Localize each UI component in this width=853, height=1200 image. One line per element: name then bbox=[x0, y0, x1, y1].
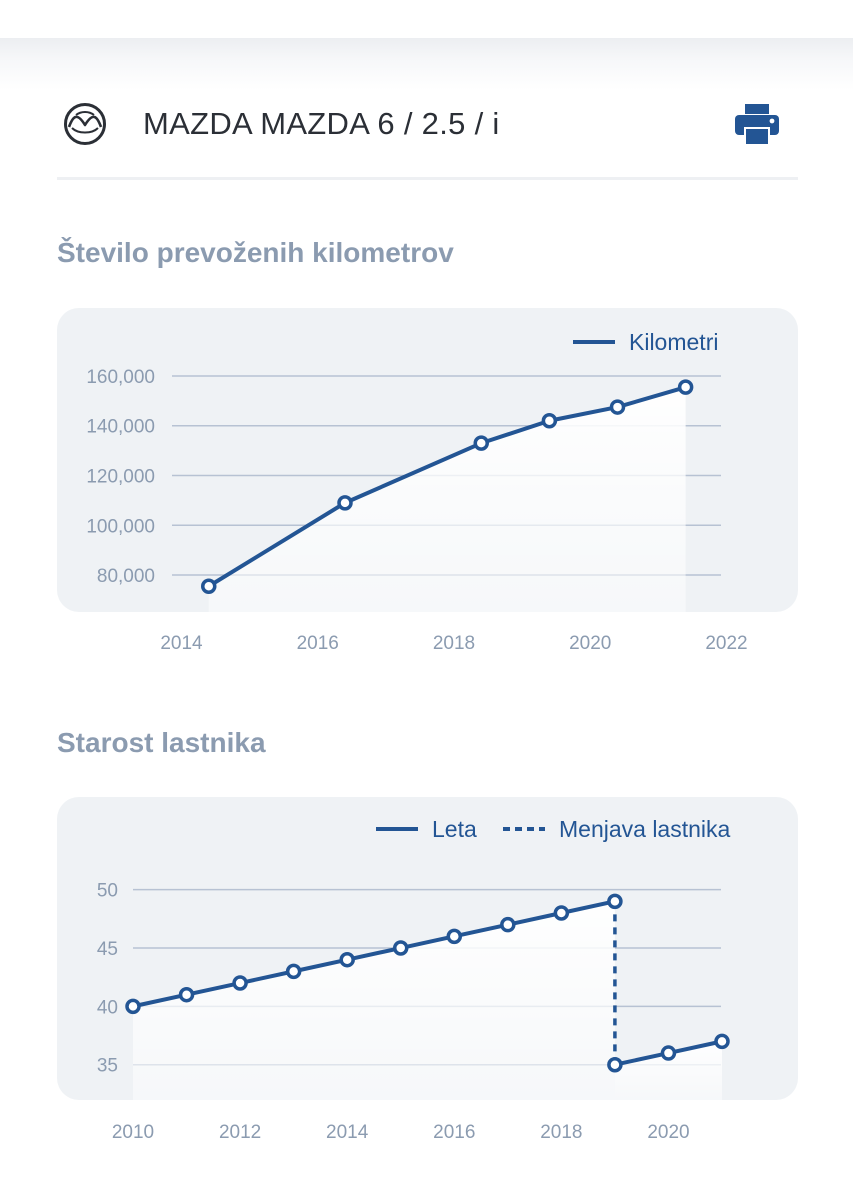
y-tick-label: 120,000 bbox=[86, 467, 155, 488]
data-point bbox=[125, 998, 141, 1015]
data-point bbox=[392, 940, 409, 956]
data-point bbox=[660, 1045, 677, 1061]
x-tick-label: 2018 bbox=[433, 633, 475, 654]
data-point bbox=[232, 975, 248, 991]
legend-label: Kilometri bbox=[629, 329, 718, 355]
y-tick-label: 35 bbox=[97, 1056, 118, 1077]
x-tick-label: 2014 bbox=[326, 1122, 369, 1143]
legend-label: Menjava lastnika bbox=[559, 816, 731, 842]
x-tick-label: 2010 bbox=[112, 1122, 154, 1143]
data-point bbox=[609, 399, 626, 415]
data-point bbox=[446, 928, 463, 945]
x-tick-label: 2018 bbox=[540, 1122, 582, 1143]
series-area bbox=[208, 387, 686, 612]
y-tick-label: 40 bbox=[97, 997, 118, 1018]
mazda-logo-icon bbox=[63, 102, 107, 146]
data-point bbox=[541, 413, 558, 429]
age-chart: 35 40 45 50 2010 2012 2014 2016 2018 2020 Leta Menj… bbox=[97, 816, 731, 1143]
x-tick-label: 2012 bbox=[219, 1122, 261, 1143]
x-tick-label: 2016 bbox=[433, 1122, 475, 1143]
age-chart-title: Starost lastnika bbox=[57, 727, 266, 758]
series-area bbox=[614, 1041, 722, 1100]
series-line bbox=[132, 899, 616, 1009]
top-bar bbox=[0, 0, 853, 40]
y-tick-label: 100,000 bbox=[86, 516, 155, 537]
data-point bbox=[607, 893, 623, 910]
print-button[interactable] bbox=[733, 102, 781, 146]
data-point bbox=[553, 905, 570, 921]
data-point bbox=[178, 986, 195, 1003]
km-chart-title: Število prevoženih kilometrov bbox=[57, 237, 454, 268]
legend-label: Leta bbox=[432, 816, 477, 842]
x-tick-label: 2022 bbox=[705, 633, 747, 654]
series-line bbox=[207, 385, 687, 588]
data-point bbox=[500, 916, 516, 933]
printer-icon bbox=[735, 104, 779, 144]
y-tick-label: 80,000 bbox=[97, 566, 155, 587]
data-point bbox=[337, 495, 353, 511]
y-tick-label: 50 bbox=[97, 881, 118, 902]
data-point bbox=[285, 963, 302, 980]
y-tick-label: 160,000 bbox=[86, 367, 155, 388]
data-point bbox=[607, 1056, 623, 1073]
data-point bbox=[339, 951, 355, 968]
data-point bbox=[714, 1033, 730, 1050]
y-tick-label: 45 bbox=[97, 939, 118, 960]
data-point bbox=[677, 379, 694, 395]
x-tick-label: 2020 bbox=[569, 633, 611, 654]
x-tick-label: 2014 bbox=[160, 633, 203, 654]
vehicle-title: MAZDA MAZDA 6 / 2.5 / i bbox=[143, 106, 500, 141]
top-bar-shadow bbox=[0, 38, 853, 90]
x-tick-label: 2020 bbox=[647, 1122, 689, 1143]
data-point bbox=[473, 435, 489, 451]
data-point bbox=[201, 578, 217, 594]
vehicle-header: MAZDA MAZDA 6 / 2.5 / i bbox=[57, 90, 798, 180]
x-tick-label: 2016 bbox=[297, 633, 339, 654]
series-area bbox=[133, 901, 615, 1100]
y-tick-label: 140,000 bbox=[86, 417, 155, 438]
km-chart: 80,000 100,000 120,000 140,000 160,000 2014 20… bbox=[86, 329, 747, 654]
